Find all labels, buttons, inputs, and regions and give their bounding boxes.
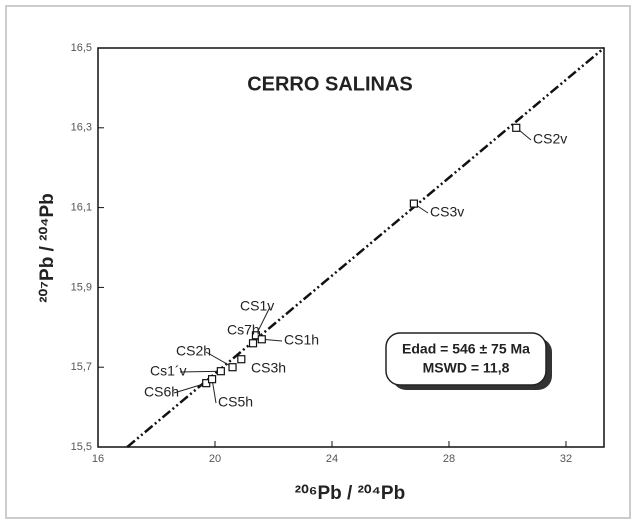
- leader-line: [255, 306, 271, 336]
- annotation: MSWD = 11,8: [423, 360, 510, 376]
- chart-title: CERRO SALINAS: [247, 73, 413, 95]
- point: [216, 367, 225, 376]
- point: [409, 199, 418, 208]
- point-label: Cs1´v: [150, 363, 187, 379]
- y-tick-label: 16,5: [71, 42, 92, 54]
- y-tick-label: 16,3: [71, 122, 92, 134]
- x-tick-label: 24: [326, 453, 338, 465]
- y-tick-label: 15,9: [71, 281, 92, 293]
- point: [237, 355, 246, 364]
- point: [257, 335, 266, 344]
- annotation-box: [385, 332, 547, 386]
- y-tick-label: 16,1: [71, 202, 92, 214]
- x-tick-label: 16: [92, 453, 104, 465]
- point: [512, 123, 521, 132]
- x-tick-label: 28: [443, 453, 455, 465]
- y-tick-label: 15,5: [71, 441, 92, 453]
- y-tick-label: 15,7: [71, 361, 92, 373]
- x-tick-label: 20: [209, 453, 221, 465]
- point: [228, 363, 237, 372]
- x-axis-label: ²⁰⁶Pb / ²⁰⁴Pb: [295, 483, 405, 504]
- annotation: Edad = 546 ± 75 Ma: [402, 341, 530, 357]
- point-label: CS2v: [533, 131, 567, 147]
- point-label: CS3h: [251, 360, 286, 376]
- leader-line: [173, 382, 207, 394]
- plot-area: [97, 47, 605, 448]
- leader-line: [205, 351, 233, 368]
- point: [248, 339, 258, 348]
- leader-line: [179, 370, 221, 373]
- point-label: CS5h: [218, 394, 253, 410]
- point-label: CS1v: [240, 298, 274, 314]
- point-label: CS6h: [144, 384, 179, 400]
- x-tick-label: 32: [560, 453, 572, 465]
- point-label: CS2h: [176, 343, 211, 359]
- point: [207, 375, 217, 384]
- point-label: Cs7h: [227, 322, 260, 338]
- point-label: CS3v: [430, 204, 464, 220]
- y-axis-label: ²⁰⁷Pb / ²⁰⁴Pb: [37, 193, 58, 303]
- point-label: CS1h: [284, 332, 319, 348]
- frame: [5, 5, 631, 519]
